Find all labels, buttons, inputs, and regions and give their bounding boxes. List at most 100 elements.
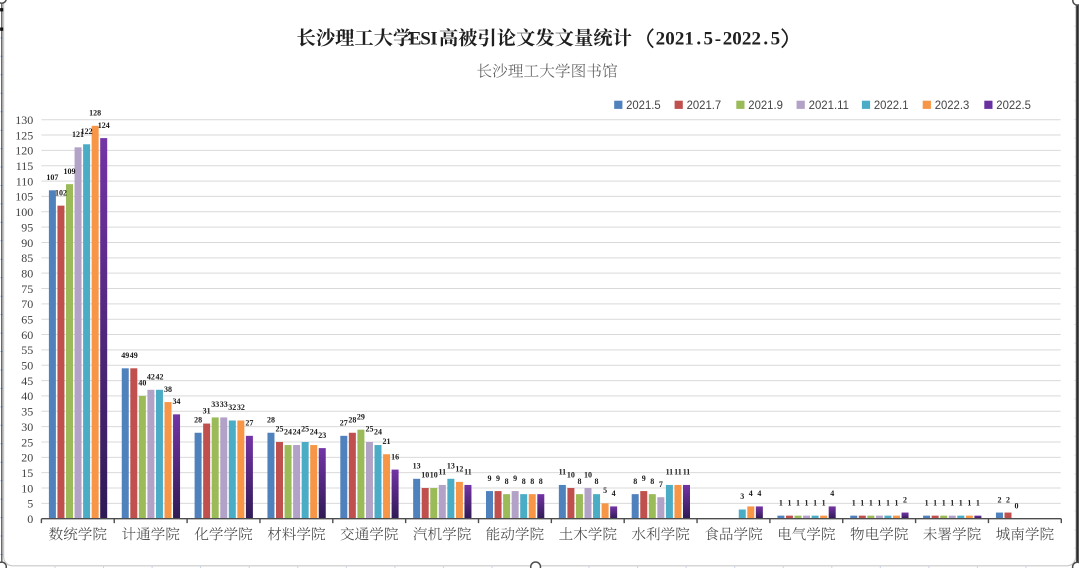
svg-text:2021.11: 2021.11 [809,98,849,112]
svg-text:8: 8 [650,477,654,486]
svg-text:13: 13 [413,462,421,471]
svg-text:42: 42 [147,372,155,381]
svg-text:100: 100 [15,205,33,219]
svg-text:20: 20 [21,451,33,465]
svg-text:11: 11 [683,468,691,477]
svg-text:8: 8 [505,477,509,486]
svg-text:2021.7: 2021.7 [687,98,722,112]
svg-text:49: 49 [121,351,129,360]
svg-text:95: 95 [21,220,33,234]
svg-text:124: 124 [98,121,110,130]
svg-text:2021.5-2022.5: 2021.5-2022.5 [656,29,781,50]
svg-text:12: 12 [455,465,463,474]
svg-text:80: 80 [21,266,33,280]
svg-text:128: 128 [89,109,101,118]
svg-text:11: 11 [464,468,472,477]
svg-text:65: 65 [21,313,33,327]
svg-text:31: 31 [203,406,211,415]
svg-text:30: 30 [21,420,33,434]
svg-text:50: 50 [21,359,33,373]
svg-text:1: 1 [796,498,800,507]
svg-text:1: 1 [805,498,809,507]
svg-text:1: 1 [886,498,890,507]
svg-text:2: 2 [1006,495,1010,504]
svg-text:8: 8 [577,477,581,486]
svg-text:1: 1 [976,498,980,507]
svg-text:28: 28 [267,415,275,424]
svg-text:2021.5: 2021.5 [626,98,661,112]
svg-text:90: 90 [21,236,33,250]
svg-text:40: 40 [138,379,146,388]
svg-text:115: 115 [16,159,34,173]
svg-text:9: 9 [496,474,500,483]
svg-text:1: 1 [852,498,856,507]
svg-text:9: 9 [642,474,646,483]
svg-text:1: 1 [822,498,826,507]
svg-text:27: 27 [340,419,348,428]
svg-text:28: 28 [194,415,202,424]
svg-text:10: 10 [421,471,429,480]
svg-text:45: 45 [21,374,33,388]
svg-text:11: 11 [666,468,674,477]
svg-text:9: 9 [488,474,492,483]
svg-text:21: 21 [383,437,391,446]
svg-text:2022.5: 2022.5 [996,98,1031,112]
svg-text:33: 33 [211,400,219,409]
svg-text:49: 49 [130,351,138,360]
svg-text:130: 130 [15,113,33,127]
svg-text:5: 5 [27,497,33,511]
svg-text:4: 4 [830,489,834,498]
svg-text:0: 0 [27,512,33,526]
svg-text:11: 11 [559,468,567,477]
svg-text:28: 28 [348,415,356,424]
svg-text:24: 24 [374,428,382,437]
svg-text:11: 11 [439,468,447,477]
svg-text:1: 1 [942,498,946,507]
svg-text:15: 15 [21,466,33,480]
svg-text:109: 109 [64,167,76,176]
svg-text:38: 38 [164,385,172,394]
svg-text:122: 122 [81,127,93,136]
svg-text:8: 8 [595,477,599,486]
svg-text:8: 8 [539,477,543,486]
svg-text:10: 10 [21,481,33,495]
svg-text:1: 1 [813,498,817,507]
svg-text:1: 1 [860,498,864,507]
svg-text:25: 25 [365,425,373,434]
svg-text:107: 107 [46,173,58,182]
svg-text:125: 125 [15,128,33,142]
svg-text:4: 4 [757,489,761,498]
svg-text:7: 7 [659,480,663,489]
svg-text:3: 3 [740,492,744,501]
svg-text:13: 13 [447,462,455,471]
svg-text:10: 10 [584,471,592,480]
svg-text:8: 8 [522,477,526,486]
svg-text:1: 1 [967,498,971,507]
svg-text:1: 1 [959,498,963,507]
svg-text:102: 102 [55,188,67,197]
svg-text:4: 4 [612,489,616,498]
svg-text:55: 55 [21,343,33,357]
svg-text:120: 120 [15,144,33,158]
svg-text:2022.3: 2022.3 [935,98,970,112]
svg-text:24: 24 [310,428,318,437]
svg-text:2: 2 [997,495,1001,504]
svg-text:29: 29 [357,412,365,421]
svg-text:10: 10 [567,471,575,480]
svg-text:25: 25 [301,425,309,434]
svg-text:5: 5 [603,486,607,495]
svg-text:34: 34 [173,397,181,406]
svg-text:121: 121 [72,130,84,139]
svg-text:ESI: ESI [409,29,438,50]
svg-text:2021.9: 2021.9 [748,98,783,112]
svg-text:75: 75 [21,282,33,296]
svg-text:70: 70 [21,297,33,311]
svg-text:24: 24 [293,428,301,437]
svg-text:32: 32 [228,403,236,412]
svg-text:25: 25 [276,425,284,434]
svg-text:42: 42 [155,372,163,381]
svg-text:1: 1 [933,498,937,507]
svg-text:10: 10 [430,471,438,480]
svg-text:40: 40 [21,389,33,403]
svg-text:9: 9 [513,474,517,483]
